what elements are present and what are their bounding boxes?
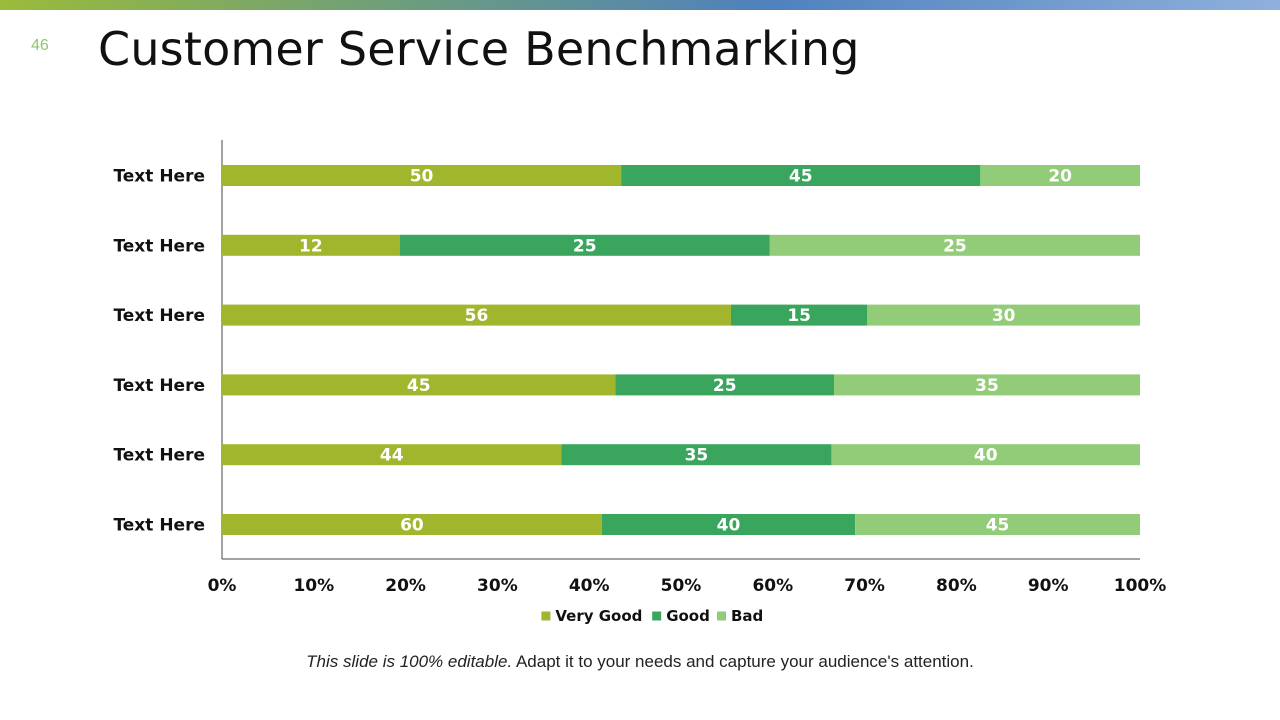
bar-segment-very-good (222, 444, 562, 466)
legend-swatch (541, 611, 551, 621)
bar-segment-very-good (222, 304, 731, 326)
data-label: 45 (789, 167, 813, 187)
data-label: 20 (1048, 167, 1072, 187)
bar-segment-good (730, 304, 868, 326)
data-label: 44 (380, 446, 404, 466)
bar-segment-good (601, 514, 856, 535)
footer-note: This slide is 100% editable. Adapt it to… (0, 652, 1280, 672)
category-label: Text Here (113, 446, 205, 466)
x-tick-label: 10% (293, 576, 334, 596)
footer-italic-text: This slide is 100% editable. (306, 652, 513, 671)
legend-label: Bad (731, 607, 763, 625)
bar-segment-bad (867, 304, 1140, 326)
footer-text: Adapt it to your needs and capture your … (512, 652, 974, 671)
x-tick-label: 50% (661, 576, 702, 596)
legend-label: Good (666, 607, 710, 625)
category-label: Text Here (113, 306, 205, 326)
bar-segment-bad (855, 514, 1140, 535)
category-label: Text Here (113, 167, 205, 187)
data-label: 40 (717, 516, 741, 536)
category-label: Text Here (113, 236, 205, 256)
bar-segment-bad (834, 374, 1140, 396)
x-tick-label: 100% (1114, 576, 1167, 596)
data-label: 25 (573, 236, 597, 256)
data-label: 35 (975, 376, 999, 396)
x-tick-label: 90% (1028, 576, 1069, 596)
bar-segment-bad (831, 444, 1140, 466)
x-tick-label: 30% (477, 576, 518, 596)
data-label: 30 (992, 306, 1016, 326)
category-label: Text Here (113, 376, 205, 396)
bar-segment-very-good (222, 374, 616, 396)
data-label: 12 (299, 236, 323, 256)
legend-label: Very Good (555, 607, 642, 625)
data-label: 60 (400, 516, 424, 536)
data-label: 25 (713, 376, 737, 396)
legend-swatch (652, 611, 662, 621)
x-tick-label: 60% (752, 576, 793, 596)
data-label: 35 (685, 446, 709, 466)
data-label: 50 (410, 167, 434, 187)
bar-segment-good (621, 165, 981, 186)
data-label: 15 (787, 306, 811, 326)
legend-swatch (717, 611, 726, 621)
data-label: 40 (974, 446, 998, 466)
data-label: 45 (986, 516, 1010, 536)
data-label: 25 (943, 236, 967, 256)
bar-segment-good (615, 374, 834, 396)
x-tick-label: 40% (569, 576, 610, 596)
bar-segment-good (561, 444, 832, 466)
data-label: 45 (407, 376, 431, 396)
x-tick-label: 0% (208, 576, 237, 596)
x-tick-label: 70% (844, 576, 885, 596)
bar-segment-good (399, 234, 770, 256)
bar-segment-very-good (222, 514, 602, 535)
slide-number: 46 (31, 37, 49, 54)
top-accent-bar (0, 0, 1280, 10)
category-label: Text Here (113, 516, 205, 536)
data-label: 56 (465, 306, 489, 326)
page-title: Customer Service Benchmarking (98, 22, 860, 76)
bar-segment-bad (980, 165, 1140, 186)
bar-segment-bad (769, 234, 1140, 256)
x-tick-label: 20% (385, 576, 426, 596)
bar-segment-very-good (222, 165, 622, 186)
x-tick-label: 80% (936, 576, 977, 596)
bar-segment-very-good (222, 234, 400, 256)
